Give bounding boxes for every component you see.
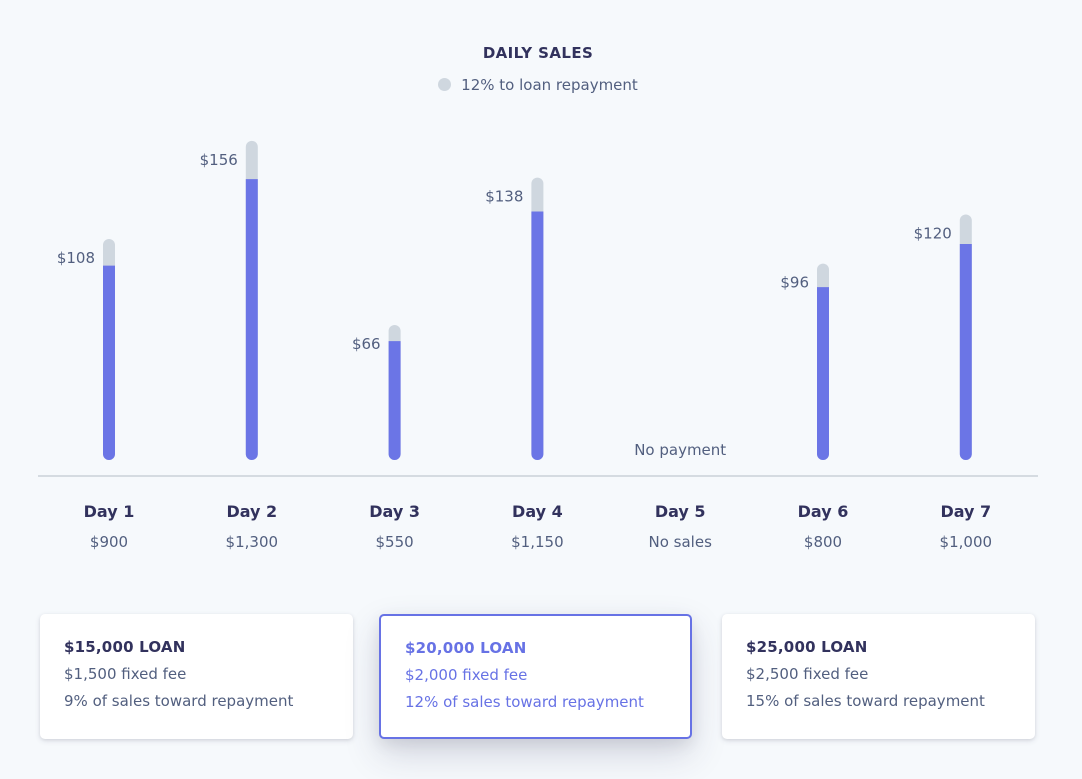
legend-swatch [438, 78, 452, 91]
repayment-value-label: $156 [200, 151, 238, 169]
loan-option-20000[interactable]: $20,000 LOAN $2,000 fixed fee 12% of sal… [379, 614, 692, 739]
chart-title: DAILY SALES [482, 44, 594, 62]
category-label: Day 5 [655, 502, 706, 521]
sales-value-label: $900 [90, 533, 128, 551]
category-label: Day 1 [84, 502, 135, 521]
category-label: Day 7 [940, 502, 991, 521]
loan-option-25000[interactable]: $25,000 LOAN $2,500 fixed fee 15% of sal… [722, 614, 1035, 739]
repayment-value-label: $96 [780, 274, 809, 292]
loan-title: $15,000 LOAN [64, 638, 186, 656]
loan-fee: $1,500 fixed fee [64, 665, 187, 683]
category-label: Day 4 [512, 502, 563, 521]
sales-value-label: $550 [376, 533, 414, 551]
sales-bar-segment [245, 179, 258, 461]
loan-title: $20,000 LOAN [405, 639, 527, 657]
loan-option-15000[interactable]: $15,000 LOAN $1,500 fixed fee 9% of sale… [40, 614, 353, 739]
sales-bar-segment [959, 243, 972, 461]
loan-repayment-rate: 9% of sales toward repayment [64, 692, 294, 710]
loan-repayment-rate: 15% of sales toward repayment [746, 692, 985, 710]
sales-bar-segment [531, 211, 544, 461]
sales-value-label: No sales [649, 533, 713, 551]
loan-fee: $2,000 fixed fee [405, 666, 528, 684]
legend-label: 12% to loan repayment [461, 76, 638, 94]
repayment-value-label: $66 [352, 335, 381, 353]
repayment-value-label: $138 [485, 188, 523, 206]
category-label: Day 2 [226, 502, 277, 521]
sales-value-label: $800 [804, 533, 842, 551]
no-payment-label: No payment [634, 441, 726, 459]
category-label: Day 6 [798, 502, 849, 521]
loan-repayment-rate: 12% of sales toward repayment [405, 693, 644, 711]
sales-value-label: $1,000 [940, 533, 993, 551]
sales-bar-segment [388, 341, 401, 461]
loan-options: $15,000 LOAN $1,500 fixed fee 9% of sale… [40, 614, 1036, 740]
sales-value-label: $1,300 [226, 533, 279, 551]
sales-value-label: $1,150 [511, 533, 564, 551]
sales-bar-segment [103, 265, 115, 460]
sales-bar-segment [817, 287, 829, 460]
loan-fee: $2,500 fixed fee [746, 665, 869, 683]
loan-title: $25,000 LOAN [746, 638, 868, 656]
category-label: Day 3 [369, 502, 420, 521]
daily-sales-chart: $108 Day 1 $900 $156 Day 2 $1,300 $66 Day 3 $550… [38, 140, 1038, 551]
repayment-value-label: $108 [57, 249, 95, 267]
chart-legend: 12% to loan repayment [0, 76, 1076, 94]
repayment-value-label: $120 [914, 225, 952, 243]
